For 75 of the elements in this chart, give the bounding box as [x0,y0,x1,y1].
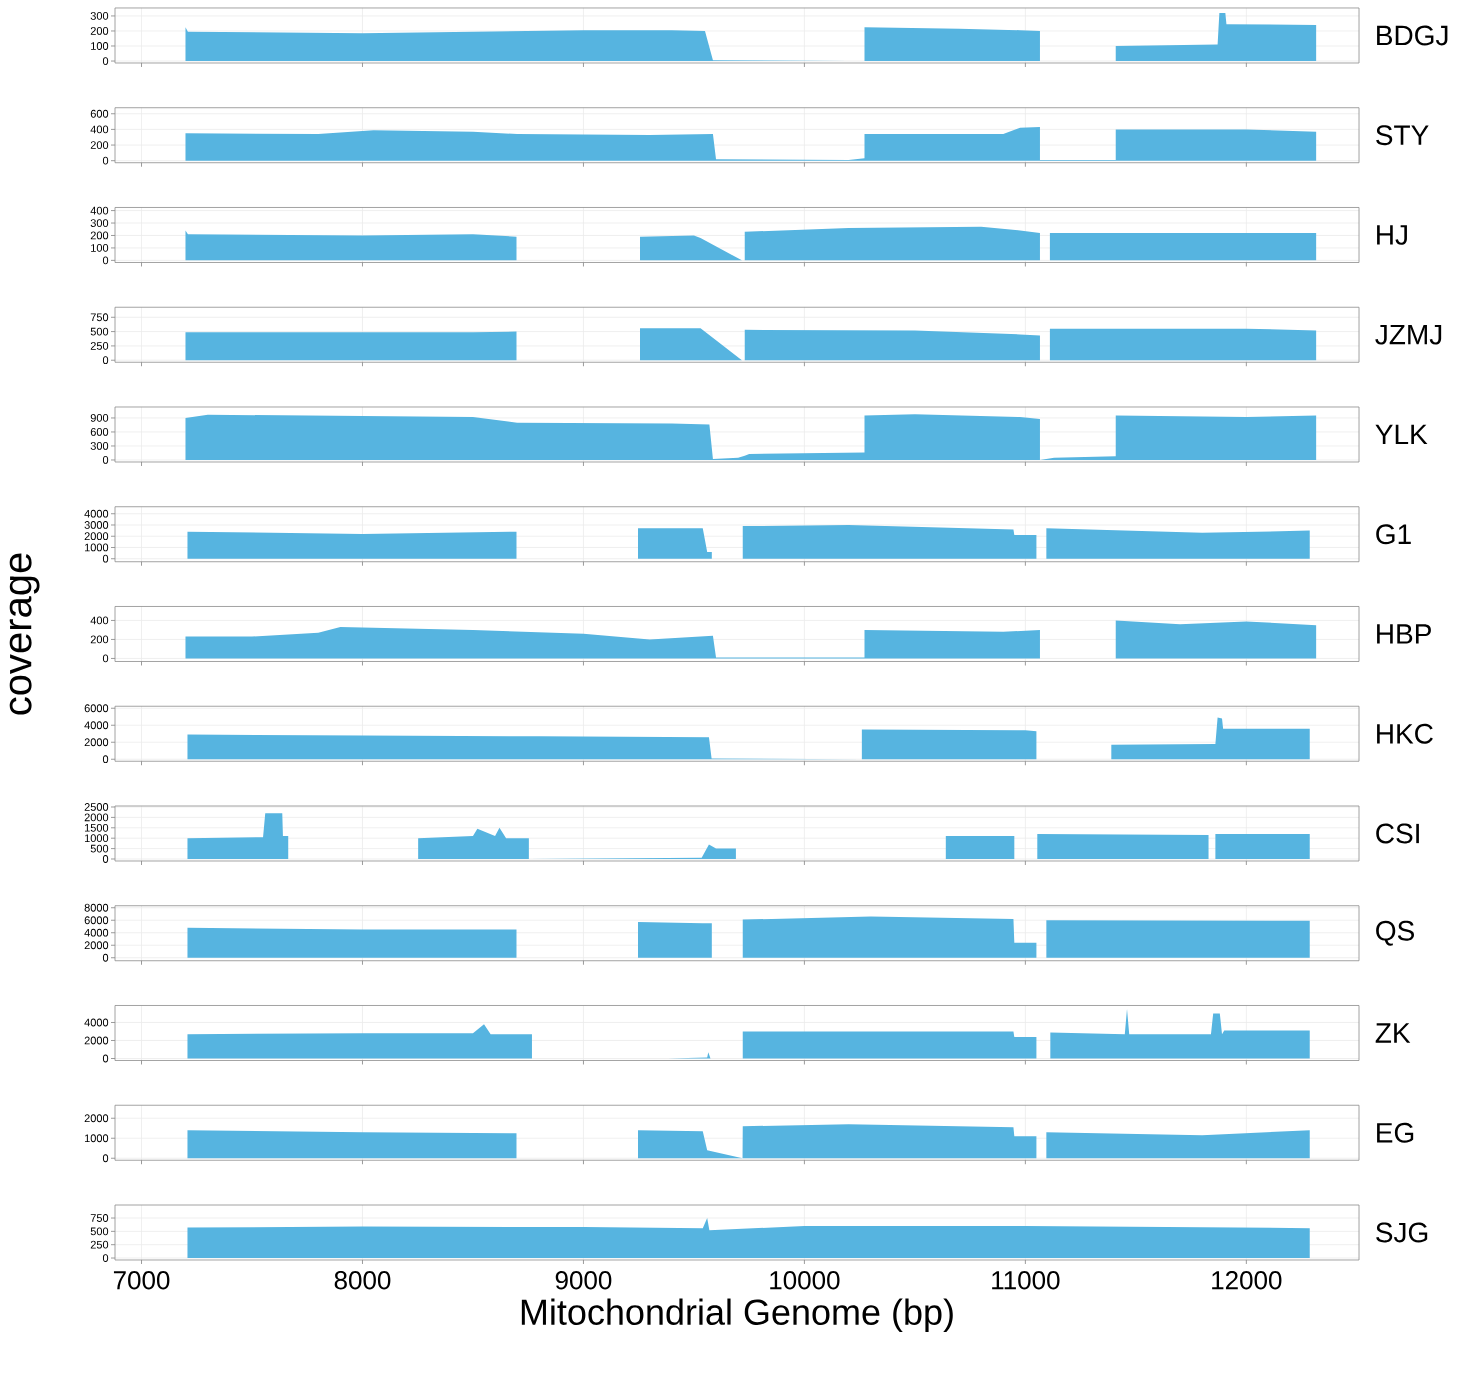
y-tick-label: 300 [90,219,109,227]
y-tick-label: 0 [102,1154,109,1163]
y-tick-label: 300 [90,442,109,450]
y-tick-label: 750 [90,313,109,322]
y-tick-label: 0 [102,456,109,464]
y-tick-label: 0 [102,57,109,65]
y-tick-label: 600 [90,109,109,118]
y-tick-label: 0 [102,755,109,764]
text: ZK [1375,1023,1411,1043]
y-tick-label: 0 [102,1254,109,1262]
y-tick-label: 0 [102,156,109,165]
y-tick-label: 6000 [84,916,109,925]
y-tick-label: 0 [102,356,109,365]
y-tick-label: 6000 [84,704,109,713]
x-axis-title: Mitochondrial Genome (bp) [521,1298,953,1333]
x-tick-label: 12000 [1212,1271,1282,1290]
text: HKC [1377,723,1433,744]
text: STY [1376,125,1429,146]
y-tick-label: 2000 [84,532,109,541]
y-tick-label: 400 [90,616,109,625]
y-tick-label: 250 [90,342,109,350]
y-tick-label: 500 [90,1227,109,1236]
y-tick-label: 0 [102,855,109,863]
text: HBP [1377,624,1431,644]
y-tick-label: 4000 [84,721,109,730]
y-tick-label: 400 [90,206,109,215]
y-tick-label: 200 [90,635,109,644]
text: HJ [1377,225,1407,245]
y-tick-label: 300 [90,12,109,20]
y-tick-label: 2500 [84,803,109,811]
y-tick-label: 750 [90,1214,109,1222]
x-tick-label: 8000 [334,1271,391,1290]
text: QS [1376,920,1414,946]
y-tick-label: 2000 [84,1114,109,1123]
y-tick-label: 100 [91,42,109,50]
y-tick-label: 500 [90,844,109,853]
y-tick-label: 0 [102,256,109,265]
y-tick-label: 8000 [84,903,109,912]
text: YLK [1375,424,1428,445]
y-tick-label: 500 [90,327,109,336]
x-tick-label: 11000 [992,1271,1060,1290]
text: G1 [1376,524,1411,545]
text: EG [1377,1122,1414,1143]
y-tick-label: 100 [91,244,109,252]
y-tick-label: 0 [102,554,109,563]
y-tick-label: 1000 [84,543,109,552]
x-tick-label: 7000 [113,1271,170,1290]
y-tick-label: 0 [102,654,109,663]
y-tick-label: 600 [90,428,109,436]
x-tick-label: 9000 [555,1271,612,1290]
x-tick-label: 10000 [770,1271,840,1290]
y-tick-label: 0 [102,953,109,962]
y-axis-title: coverage [9,553,40,715]
y-tick-label: 4000 [84,1018,109,1027]
y-tick-label: 1500 [84,823,109,832]
y-tick-label: 200 [90,231,109,240]
y-tick-label: 400 [90,125,109,134]
y-tick-label: 200 [90,27,109,35]
text: JZMJ [1375,324,1442,345]
y-tick-label: 1000 [84,1134,109,1143]
y-tick-label: 3000 [84,521,109,529]
y-tick-label: 200 [90,141,109,149]
y-tick-label: 4000 [84,509,109,518]
y-tick-label: 2000 [84,813,109,822]
y-tick-label: 1000 [84,834,109,843]
text: CSI [1376,823,1419,844]
y-tick-label: 250 [90,1240,109,1249]
y-tick-label: 0 [102,1054,109,1063]
y-tick-label: 2000 [84,941,109,950]
y-tick-label: 2000 [84,1036,109,1045]
y-tick-label: 4000 [84,928,109,937]
y-tick-label: 900 [90,414,109,422]
y-tick-label: 2000 [84,738,109,747]
text: SJG [1376,1222,1428,1243]
text: BDGJ [1377,25,1448,46]
